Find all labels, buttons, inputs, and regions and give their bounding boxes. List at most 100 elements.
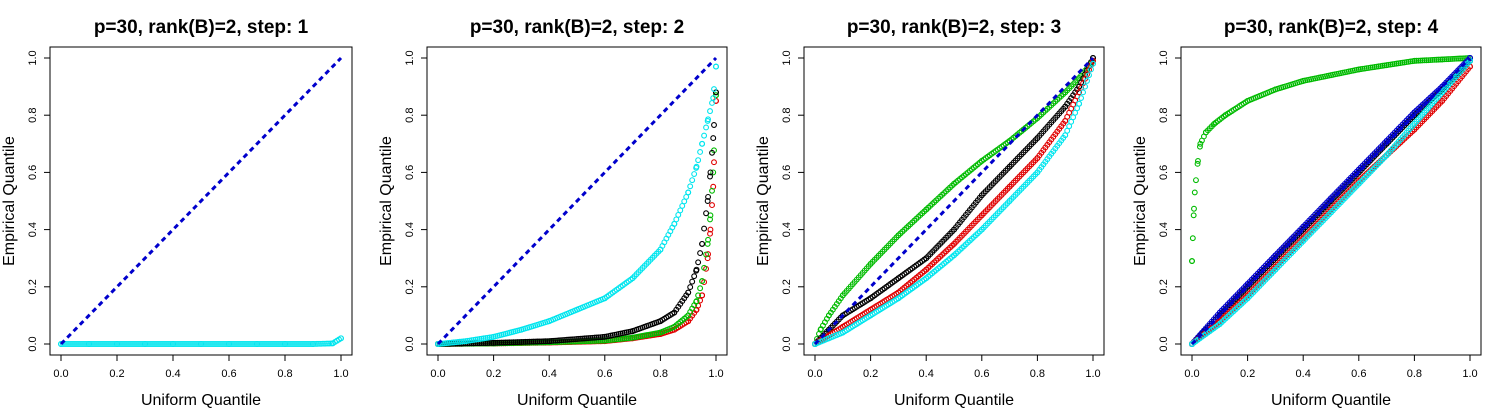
y-tick-label: 1.0 [1158, 50, 1170, 65]
data-point [520, 338, 527, 345]
data-point [1090, 60, 1096, 67]
data-point [1355, 180, 1362, 187]
series-cyan [435, 63, 719, 347]
chart-title: p=30, rank(B)=2, step: 4 [1224, 17, 1439, 38]
data-point [86, 341, 92, 347]
plot-frame [49, 46, 353, 356]
plot-frame [1180, 46, 1482, 356]
y-tick-label: 0.0 [404, 336, 416, 351]
data-point [1425, 57, 1432, 64]
data-point [444, 340, 451, 346]
data-point [268, 341, 274, 347]
data-point [172, 341, 178, 347]
data-point [546, 318, 553, 325]
plot-frame [426, 46, 728, 356]
data-point [1006, 198, 1013, 204]
data-point [574, 306, 580, 313]
data-point [216, 341, 222, 347]
data-point [707, 169, 714, 176]
data-point [1062, 117, 1069, 124]
data-point [671, 309, 678, 316]
data-point [120, 341, 126, 347]
y-tick-label: 0.8 [781, 108, 793, 123]
data-point [585, 335, 592, 342]
data-point [280, 341, 286, 347]
data-point [108, 341, 114, 347]
data-point [534, 338, 541, 345]
data-point [562, 336, 569, 343]
data-point [270, 341, 276, 347]
data-point [514, 339, 521, 346]
data-point [978, 212, 985, 219]
data-point [691, 171, 698, 177]
data-point [704, 117, 711, 124]
y-tick-label: 0.6 [1158, 165, 1170, 180]
data-point [290, 341, 296, 347]
x-axis: 0.0 0.2 0.4 0.6 0.8 1.0 [807, 355, 1101, 380]
data-point [510, 339, 517, 346]
data-point [518, 339, 525, 345]
data-point [452, 339, 459, 346]
data-point [951, 240, 957, 247]
data-point [1191, 189, 1198, 196]
chart-title: p=30, rank(B)=2, step: 2 [470, 17, 684, 38]
data-point [710, 135, 717, 142]
data-point [435, 341, 441, 347]
y-tick-label: 0.4 [404, 222, 416, 237]
data-point [564, 336, 571, 343]
data-point [206, 341, 212, 347]
data-point [1244, 97, 1251, 104]
data-point [685, 289, 692, 296]
data-point [580, 335, 586, 342]
y-tick-label: 1.0 [27, 50, 39, 65]
data-point [697, 250, 704, 257]
data-point [629, 275, 636, 282]
data-point [194, 341, 200, 347]
data-point [516, 339, 523, 346]
data-point [504, 339, 511, 346]
x-tick-label: 0.4 [165, 368, 180, 380]
chart-title: p=30, rank(B)=2, step: 1 [94, 17, 309, 38]
data-point [839, 292, 846, 299]
x-tick-label: 0.4 [919, 368, 934, 380]
y-axis-label: Empirical Quantile [1132, 136, 1149, 266]
data-point [693, 163, 700, 170]
data-point [246, 341, 252, 347]
data-point [266, 341, 272, 347]
data-point [316, 340, 322, 347]
data-point [1193, 177, 1199, 184]
data-point [306, 341, 312, 347]
data-point [94, 341, 100, 347]
data-point [118, 341, 124, 347]
data-point [1455, 55, 1462, 62]
data-point [1413, 57, 1420, 64]
data-point [1441, 56, 1448, 63]
data-point [568, 336, 574, 343]
data-point [1433, 56, 1440, 63]
data-point [456, 338, 463, 345]
data-point [1062, 132, 1069, 139]
reference-line [436, 56, 718, 346]
data-point [530, 338, 537, 345]
data-point [576, 335, 582, 342]
data-point [566, 336, 573, 343]
data-point [546, 338, 553, 345]
y-tick-label: 0.2 [27, 279, 39, 294]
y-tick-label: 0.8 [27, 108, 39, 123]
data-point [294, 341, 300, 347]
data-point [176, 341, 182, 347]
data-point [703, 210, 710, 217]
x-tick-label: 1.0 [708, 368, 723, 380]
series-green [1189, 55, 1473, 265]
data-point [1300, 238, 1307, 244]
data-point [560, 337, 567, 344]
data-point [701, 264, 708, 271]
data-point [76, 341, 82, 347]
data-point [322, 340, 328, 347]
data-point [146, 341, 152, 347]
data-point [144, 341, 150, 347]
data-point [1431, 56, 1438, 63]
data-point [506, 339, 513, 346]
data-point [923, 206, 930, 213]
data-point [184, 341, 190, 347]
